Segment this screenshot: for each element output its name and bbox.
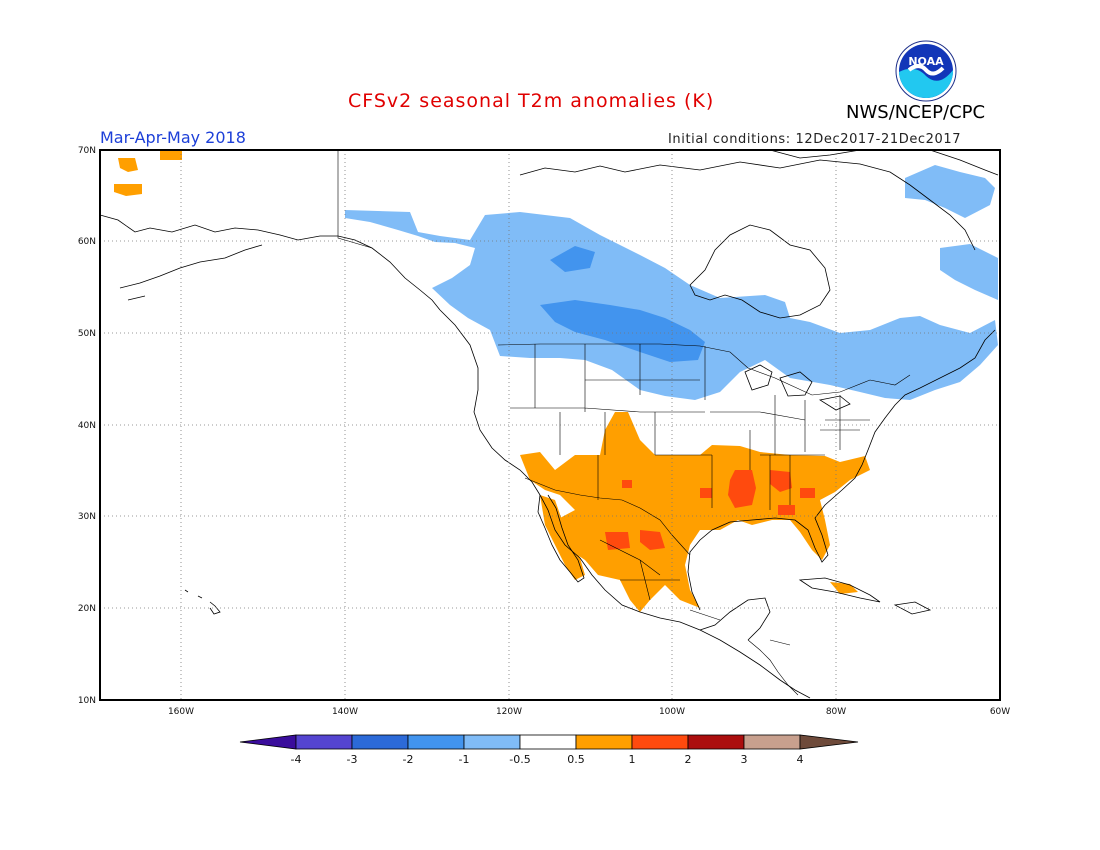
coastlines bbox=[100, 150, 999, 699]
colorbar-segment bbox=[687, 734, 745, 750]
warm-anomaly-cuba bbox=[830, 582, 858, 594]
hispaniola bbox=[893, 601, 932, 615]
lat-label: 40N bbox=[78, 421, 96, 431]
colorbar-label: -4 bbox=[291, 753, 302, 766]
gulf-coastline bbox=[687, 329, 996, 611]
warm-anomaly-alaska-coast bbox=[114, 150, 182, 196]
colorbar-label: 3 bbox=[741, 753, 748, 766]
alaska-coastline bbox=[100, 214, 441, 311]
lon-label: 80W bbox=[826, 707, 846, 717]
colorbar-label: 0.5 bbox=[567, 753, 585, 766]
colorbar-label: -3 bbox=[347, 753, 358, 766]
us-mexico-border bbox=[524, 477, 691, 556]
colorbar: -4 -3 -2 -1 -0.5 0.5 1 2 3 4 bbox=[239, 734, 859, 766]
political-borders bbox=[337, 150, 911, 696]
alaska-canada-border bbox=[337, 150, 373, 249]
colorbar-segment bbox=[519, 734, 577, 750]
lon-label: 60W bbox=[990, 707, 1010, 717]
map-frame bbox=[99, 149, 1001, 701]
season-label: Mar-Apr-May 2018 bbox=[100, 128, 246, 147]
state-lines bbox=[510, 344, 870, 510]
cool-anomaly-north-central bbox=[550, 246, 595, 272]
colorbar-segment bbox=[631, 734, 689, 750]
cuba bbox=[798, 577, 881, 603]
colorbar-label: -1 bbox=[459, 753, 470, 766]
lat-label: 30N bbox=[78, 512, 96, 522]
cool-anomaly-hudson-east bbox=[940, 244, 998, 300]
colorbar-label: 1 bbox=[629, 753, 636, 766]
warm-anomaly-southeast bbox=[770, 470, 815, 515]
lat-label: 50N bbox=[78, 329, 96, 339]
warm-anomaly-texas bbox=[622, 480, 712, 498]
us-canada-border bbox=[497, 343, 911, 396]
greenland-coast bbox=[769, 150, 999, 176]
colorbar-segment bbox=[295, 734, 353, 750]
anomaly-fields bbox=[114, 150, 998, 612]
central-america bbox=[747, 639, 799, 696]
colorbar-segment bbox=[407, 734, 465, 750]
lat-label: 70N bbox=[78, 146, 96, 156]
svg-text:NOAA: NOAA bbox=[908, 55, 944, 68]
cool-anomaly-labrador bbox=[905, 165, 995, 218]
colorbar-right-arrow bbox=[799, 734, 859, 750]
colorbar-label: 4 bbox=[797, 753, 804, 766]
lon-label: 100W bbox=[659, 707, 685, 717]
yucatan-coastline bbox=[699, 597, 771, 641]
lon-label: 140W bbox=[332, 707, 358, 717]
arctic-islands bbox=[519, 159, 976, 251]
colorbar-label: -2 bbox=[403, 753, 414, 766]
cool-anomaly-prairies bbox=[540, 300, 705, 362]
map-title: CFSv2 seasonal T2m anomalies (K) bbox=[348, 90, 715, 112]
lat-axis: 70N 60N 50N 40N 30N 20N 10N bbox=[78, 146, 96, 706]
great-lakes bbox=[744, 364, 851, 411]
lon-axis: 160W 140W 120W 100W 80W 60W bbox=[168, 707, 1010, 717]
colorbar-segment bbox=[351, 734, 409, 750]
hudson-bay bbox=[689, 224, 831, 319]
initial-conditions-label: Initial conditions: 12Dec2017-21Dec2017 bbox=[668, 132, 962, 147]
pacific-coastline bbox=[439, 309, 811, 699]
cool-anomaly-canada-west bbox=[345, 210, 998, 400]
warm-anomaly-chihuahua bbox=[605, 530, 665, 550]
colorbar-segment bbox=[743, 734, 801, 750]
lat-label: 10N bbox=[78, 696, 96, 706]
baja-peninsula bbox=[537, 494, 585, 583]
colorbar-label: 2 bbox=[685, 753, 692, 766]
warm-anomaly-south-us bbox=[520, 412, 870, 612]
agency-label: NWS/NCEP/CPC bbox=[846, 102, 986, 123]
warm-anomaly-baja bbox=[540, 495, 585, 580]
warm-anomaly-mississippi bbox=[728, 470, 756, 508]
lon-label: 160W bbox=[168, 707, 194, 717]
lon-label: 120W bbox=[496, 707, 522, 717]
colorbar-segment bbox=[463, 734, 521, 750]
colorbar-label: -0.5 bbox=[509, 753, 530, 766]
mexico-states bbox=[599, 539, 721, 621]
aleutians bbox=[119, 244, 263, 301]
colorbar-segment bbox=[575, 734, 633, 750]
colorbar-left-arrow bbox=[239, 734, 297, 750]
lat-label: 20N bbox=[78, 604, 96, 614]
hawaii bbox=[184, 589, 221, 615]
noaa-logo-icon: NOAA bbox=[895, 40, 957, 102]
lat-label: 60N bbox=[78, 237, 96, 247]
